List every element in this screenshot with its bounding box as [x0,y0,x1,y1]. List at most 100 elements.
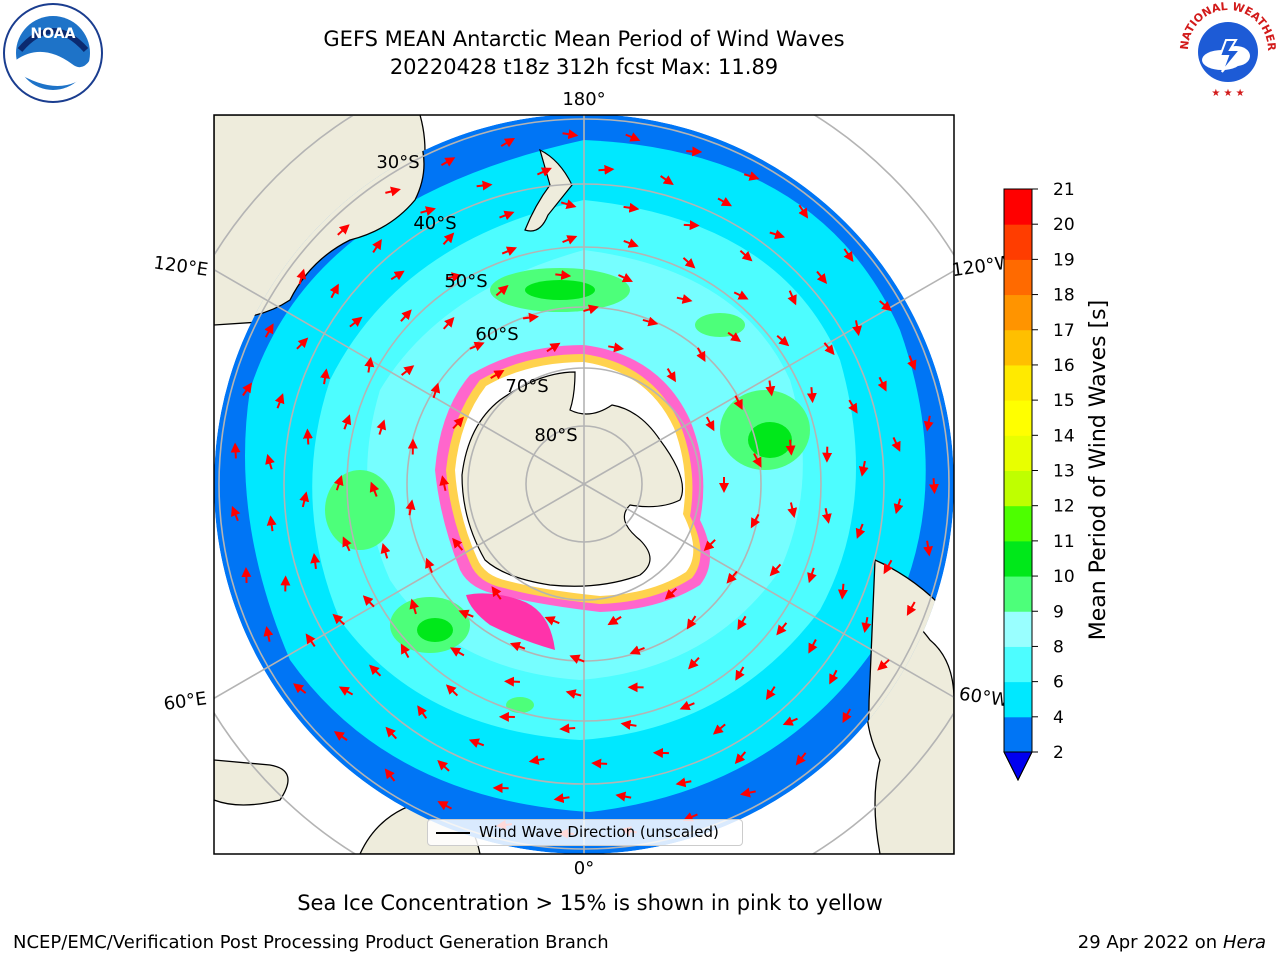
wind-wave-arrow [842,708,852,724]
wind-wave-arrow [891,436,901,452]
wind-wave-arrow [231,505,241,522]
wind-wave-arrow [562,129,579,140]
wind-wave-arrow [712,723,726,735]
wind-wave-arrow [743,171,760,181]
wind-wave-arrow [499,210,515,221]
wind-wave-arrow [380,543,391,559]
wind-wave-arrow [332,613,346,626]
footer-host: Hera [1222,932,1266,953]
wind-wave-arrow [727,331,742,343]
wind-wave-arrow [688,656,700,670]
wind-wave-arrow [400,309,412,322]
wind-wave-arrow [861,617,872,633]
colorbar-tick-label: 15 [1053,391,1075,411]
wind-wave-arrow [503,676,520,687]
wind-wave-arrow [265,453,275,470]
wind-wave-arrow [299,491,310,508]
wind-wave-arrow [787,502,798,519]
wind-wave-arrow [717,197,732,207]
wind-wave-arrow [293,683,307,694]
colorbar-tick-label: 10 [1053,567,1075,587]
wind-wave-arrow [808,639,818,654]
wind-wave-arrow [522,312,539,323]
wind-wave-arrow [341,414,352,430]
wind-wave-arrow [837,583,848,600]
wind-wave-arrow [776,334,790,347]
wind-wave-arrow [400,643,410,659]
wind-wave-arrow [816,270,828,284]
wind-wave-arrow [923,540,933,557]
wind-wave-arrow [739,250,753,262]
wind-wave-arrow [296,337,309,350]
wind-wave-arrow [439,475,450,492]
wind-wave-arrow [591,758,608,769]
footer-credit: NCEP/EMC/Verification Post Processing Pr… [13,932,609,953]
colorbar-segment [1004,611,1032,647]
wind-wave-arrow [829,669,839,685]
wind-wave-arrow [458,609,474,619]
wind-wave-arrow [623,202,640,213]
wind-wave-arrow [452,416,464,430]
wind-wave-arrow [734,751,747,765]
colorbar-segment [1004,681,1032,718]
colorbar-segment [1004,435,1032,471]
wind-wave-arrow [795,752,807,766]
wind-wave-arrow [420,206,436,216]
lon-label-60w: 60°W [958,684,1010,712]
wind-wave-arrow [242,382,253,397]
wind-wave-arrow [230,442,241,459]
wind-wave-arrow [338,686,354,696]
wind-wave-arrow [555,270,572,280]
wind-wave-arrow [682,257,696,269]
wind-wave-arrow [349,316,363,328]
wind-wave-arrow [437,760,450,772]
wind-wave-arrow [296,268,307,285]
colorbar-label: Mean Period of Wind Waves [s] [1086,300,1111,640]
wind-wave-arrow [490,369,505,380]
wind-wave-arrow [675,777,692,788]
colorbar-tick-label: 20 [1053,215,1075,235]
wind-wave-arrow [907,355,917,371]
wind-wave-arrow [660,175,674,186]
colorbar-tick-label: 4 [1053,708,1064,728]
lon-label-0: 0° [574,858,594,879]
nws-logo: NATIONAL WEATHER SERVICE ★ ★ ★ [1178,2,1278,99]
colorbar-segment [1004,189,1032,225]
map-subtitle: 20220428 t18z 312h fcst Max: 11.89 [389,55,779,79]
wind-wave-arrow [546,342,561,353]
colorbar-segment [1004,329,1032,366]
wind-wave-arrow [405,499,416,516]
wind-wave-arrow [385,186,401,197]
lat-label-30s: 30°S [376,152,419,173]
wind-wave-arrow [666,368,676,383]
colorbar-segment [1004,540,1032,577]
wind-wave-arrow [615,791,632,802]
wind-wave-arrow [608,342,625,353]
colorbar-tick-label: 9 [1053,602,1064,622]
wind-wave-arrow [401,365,415,376]
wind-wave-arrow [445,684,459,697]
wind-wave-arrow [266,515,277,532]
colorbar-tick-label: 12 [1053,497,1075,517]
wind-wave-arrow [858,460,869,477]
colorbar-segment [1004,400,1032,436]
wind-wave-arrow [642,316,659,327]
wind-wave-arrow [369,481,380,497]
wind-wave-arrow [385,726,398,740]
colorbar-segment [1004,224,1032,260]
wind-wave-arrow [241,566,252,584]
lon-label-120e: 120°E [152,252,209,280]
legend-line-swatch [436,832,470,834]
map-legend: Wind Wave Direction (unscaled) [427,819,743,846]
wind-wave-arrow [848,399,858,414]
wind-wave-arrow [785,439,796,456]
wind-wave-arrow [468,738,485,748]
wind-wave-arrow [320,368,330,385]
wind-wave-arrow [536,167,552,177]
wind-wave-arrow [559,723,576,734]
wind-wave-arrow [703,539,716,552]
wind-wave-arrow [583,304,599,315]
wind-wave-arrow [264,323,274,338]
colorbar-segment [1004,716,1032,753]
